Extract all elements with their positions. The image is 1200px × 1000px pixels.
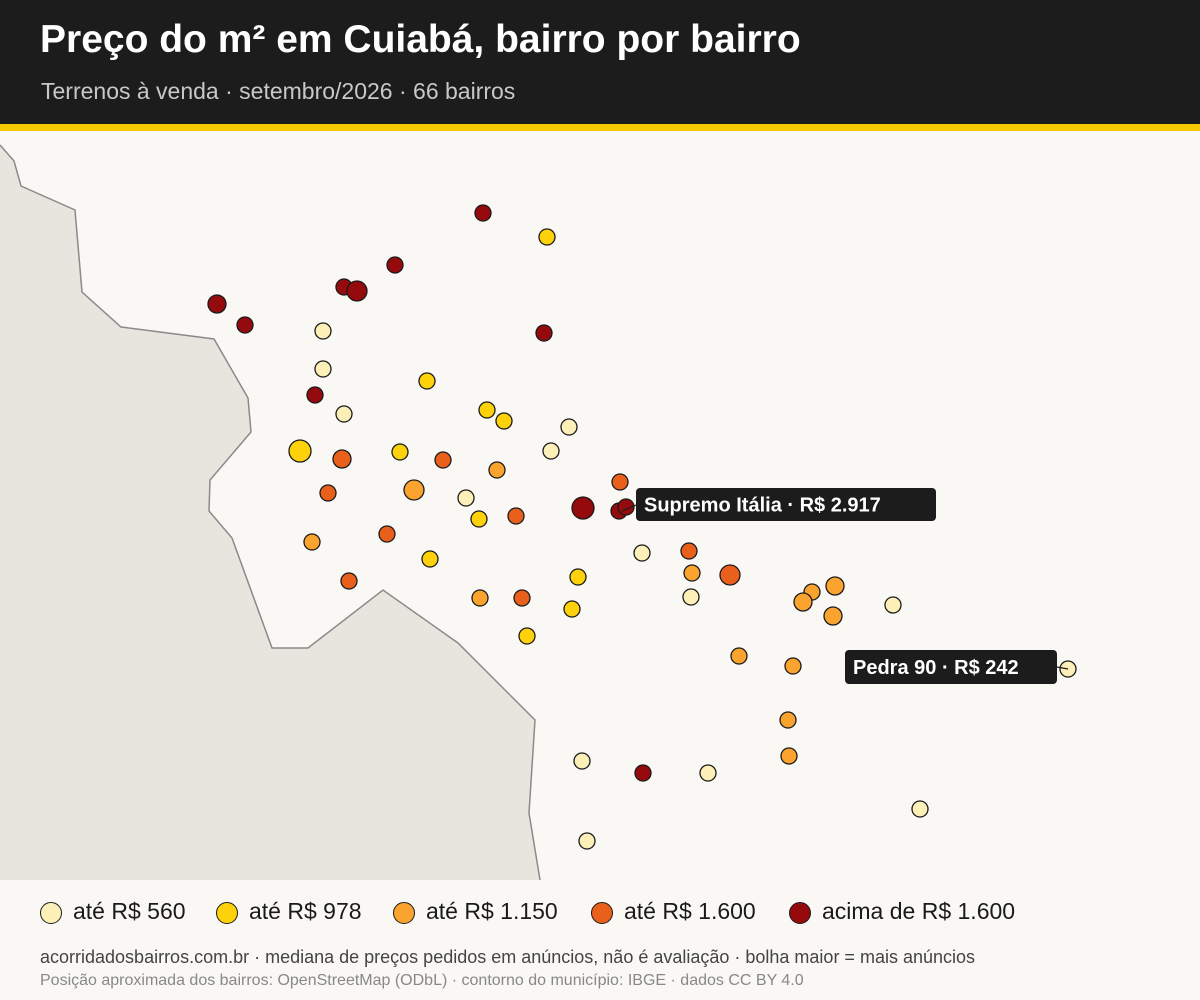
municipality-boundary [0, 144, 541, 880]
neighborhood-bubble[interactable] [634, 764, 652, 782]
accent-stripe [0, 124, 1200, 131]
header-bar: Preço do m² em Cuiabá, bairro por bairro… [0, 0, 1200, 124]
neighborhood-bubble[interactable] [507, 507, 525, 525]
neighborhood-bubble[interactable] [680, 542, 698, 560]
neighborhood-bubble[interactable] [488, 461, 506, 479]
callout-leader-line [621, 504, 637, 512]
neighborhood-bubble[interactable] [303, 533, 321, 551]
outside-municipality-area [0, 131, 540, 880]
neighborhood-bubble[interactable] [386, 256, 404, 274]
neighborhood-bubble[interactable] [911, 800, 929, 818]
neighborhood-bubble[interactable] [560, 418, 578, 436]
legend-swatch [393, 902, 415, 924]
callout-2: Pedra 90 · R$ 242 [845, 650, 1069, 684]
neighborhood-bubble[interactable] [319, 484, 337, 502]
source-note: acorridadosbairros.com.br · mediana de p… [40, 947, 976, 967]
callout-text: Pedra 90 · R$ 242 [853, 657, 1019, 679]
legend-swatch [789, 902, 811, 924]
neighborhood-bubble[interactable] [779, 711, 797, 729]
neighborhood-bubble[interactable] [335, 405, 353, 423]
neighborhood-bubble[interactable] [391, 443, 409, 461]
neighborhood-bubble[interactable] [207, 294, 227, 314]
legend-label: até R$ 1.150 [426, 898, 558, 924]
neighborhood-bubble[interactable] [340, 572, 358, 590]
callout-leader-line [1056, 666, 1069, 670]
legend-label: até R$ 1.600 [624, 898, 756, 924]
neighborhood-bubble[interactable] [569, 568, 587, 586]
neighborhood-bubble[interactable] [332, 449, 352, 469]
neighborhood-bubble[interactable] [418, 372, 436, 390]
callout-box [845, 650, 1057, 684]
neighborhood-bubble[interactable] [535, 324, 553, 342]
neighborhood-bubble[interactable] [793, 592, 813, 612]
neighborhood-bubble[interactable] [730, 647, 748, 665]
neighborhood-bubble[interactable] [314, 360, 332, 378]
neighborhood-bubbles [207, 204, 1077, 850]
neighborhood-bubble[interactable] [682, 588, 700, 606]
legend-swatch [40, 902, 62, 924]
neighborhood-bubble[interactable] [236, 316, 254, 334]
neighborhood-bubble[interactable] [699, 764, 717, 782]
neighborhood-bubble[interactable] [573, 752, 591, 770]
legend-swatch [216, 902, 238, 924]
map-canvas: Supremo Itália · R$ 2.917 Pedra 90 · R$ 2… [0, 131, 1077, 880]
neighborhood-bubble[interactable] [538, 228, 556, 246]
neighborhood-bubble[interactable] [474, 204, 492, 222]
neighborhood-bubble[interactable] [346, 280, 368, 302]
map-title: Preço do m² em Cuiabá, bairro por bairro [40, 18, 801, 61]
neighborhood-bubble[interactable] [513, 589, 531, 607]
neighborhood-bubble[interactable] [288, 439, 312, 463]
neighborhood-bubble[interactable] [470, 510, 488, 528]
legend-label: acima de R$ 1.600 [822, 898, 1016, 924]
neighborhood-bubble[interactable] [823, 606, 843, 626]
neighborhood-bubble[interactable] [314, 322, 332, 340]
callout-1: Supremo Itália · R$ 2.917 [621, 488, 936, 521]
neighborhood-bubble[interactable] [563, 600, 581, 618]
neighborhood-bubble[interactable] [457, 489, 475, 507]
legend-label: até R$ 560 [73, 898, 186, 924]
legend-label: até R$ 978 [249, 898, 362, 924]
neighborhood-bubble[interactable] [434, 451, 452, 469]
callout-labels: Supremo Itália · R$ 2.917 Pedra 90 · R$ 2… [621, 488, 1069, 684]
neighborhood-bubble[interactable] [784, 657, 802, 675]
neighborhood-bubble[interactable] [633, 544, 651, 562]
neighborhood-bubble[interactable] [495, 412, 513, 430]
callout-box [636, 488, 936, 521]
neighborhood-bubble[interactable] [884, 596, 902, 614]
neighborhood-bubble[interactable] [825, 576, 845, 596]
neighborhood-bubble[interactable] [578, 832, 596, 850]
neighborhood-bubble[interactable] [611, 473, 629, 491]
neighborhood-bubble[interactable] [403, 479, 425, 501]
neighborhood-bubble[interactable] [421, 550, 439, 568]
credits-note: Posição aproximada dos bairros: OpenStre… [40, 972, 804, 989]
neighborhood-bubble[interactable] [542, 442, 560, 460]
neighborhood-bubble[interactable] [478, 401, 496, 419]
neighborhood-bubble[interactable] [471, 589, 489, 607]
neighborhood-bubble[interactable] [719, 564, 741, 586]
neighborhood-bubble[interactable] [571, 496, 595, 520]
neighborhood-bubble[interactable] [378, 525, 396, 543]
legend-swatch [591, 902, 613, 924]
neighborhood-bubble[interactable] [780, 747, 798, 765]
neighborhood-bubble[interactable] [683, 564, 701, 582]
map-subtitle: Terrenos à venda · setembro/2026 · 66 ba… [41, 78, 516, 104]
neighborhood-bubble[interactable] [518, 627, 536, 645]
neighborhood-bubble[interactable] [306, 386, 324, 404]
callout-text: Supremo Itália · R$ 2.917 [644, 495, 881, 517]
